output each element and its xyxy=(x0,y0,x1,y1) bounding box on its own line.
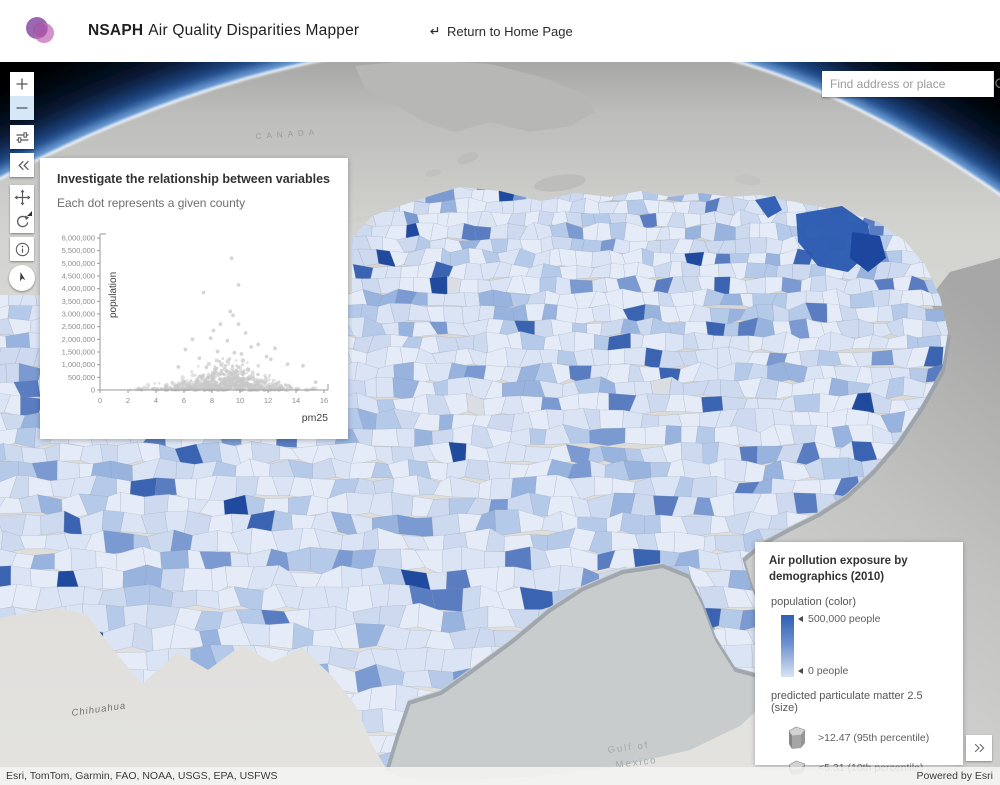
return-arrow-icon xyxy=(430,27,439,35)
svg-text:1,500,000: 1,500,000 xyxy=(62,348,95,357)
svg-text:4: 4 xyxy=(154,396,158,405)
collapse-group xyxy=(10,153,34,177)
info-group xyxy=(10,237,34,261)
return-home-link[interactable]: Return to Home Page xyxy=(428,0,573,62)
svg-text:500,000: 500,000 xyxy=(68,373,95,382)
scatter-panel-subtitle: Each dot represents a given county xyxy=(57,196,246,210)
ramp-marker-icon xyxy=(798,616,803,623)
coast-walls xyxy=(385,334,951,772)
scatter-points xyxy=(128,256,318,393)
svg-text:8: 8 xyxy=(210,396,214,405)
navigation-tools xyxy=(10,185,34,233)
svg-text:2,500,000: 2,500,000 xyxy=(62,322,95,331)
legend-title: Air pollution exposure by demographics (… xyxy=(769,555,908,583)
scatter-plot-panel: Investigate the relationship between var… xyxy=(40,158,348,439)
x-axis-label: pm25 xyxy=(302,412,328,424)
zoom-controls xyxy=(10,72,34,120)
brand-acronym: NSAPH xyxy=(88,22,144,39)
svg-text:10: 10 xyxy=(236,396,244,405)
svg-text:6: 6 xyxy=(182,396,186,405)
search-input[interactable] xyxy=(822,71,993,97)
svg-text:2: 2 xyxy=(126,396,130,405)
legend-color-ramp: 500,000 people 0 people xyxy=(769,613,949,679)
label-canada: CANADA xyxy=(256,128,320,141)
powered-by-esri: Powered by Esri xyxy=(916,770,993,782)
legend-size-item-high: >12.47 (95th percentile) xyxy=(785,724,949,752)
svg-text:4,500,000: 4,500,000 xyxy=(62,272,95,281)
color-ramp-bar xyxy=(781,615,794,678)
expand-legend-button[interactable] xyxy=(966,735,992,761)
tool-flyout-indicator xyxy=(27,211,32,216)
color-ramp-min: 0 people xyxy=(798,665,848,677)
horizon-line xyxy=(0,62,1000,197)
rotate-icon xyxy=(16,215,29,227)
legend-panel: Air pollution exposure by demographics (… xyxy=(755,542,963,776)
plus-icon xyxy=(16,78,28,90)
nsaph-logo xyxy=(26,17,54,43)
search-box xyxy=(822,71,1000,97)
svg-text:5,500,000: 5,500,000 xyxy=(62,246,95,255)
svg-text:0: 0 xyxy=(98,396,102,405)
rotate-button[interactable] xyxy=(10,209,34,233)
svg-text:3,500,000: 3,500,000 xyxy=(62,297,95,306)
return-home-label: Return to Home Page xyxy=(447,23,573,39)
sliders-icon xyxy=(16,131,28,143)
dark-county-clusters xyxy=(755,196,886,272)
layer-settings-group xyxy=(10,125,34,149)
legend-size-section-label: predicted particulate matter 2.5 (size) xyxy=(771,690,923,715)
pan-icon xyxy=(13,188,31,206)
compass-needle-icon xyxy=(19,271,26,282)
minus-icon xyxy=(16,107,28,109)
info-button[interactable] xyxy=(10,237,34,261)
color-ramp-min-label: 0 people xyxy=(808,665,849,678)
svg-text:12: 12 xyxy=(264,396,272,405)
svg-text:1,000,000: 1,000,000 xyxy=(62,360,95,369)
tall-prism-icon xyxy=(788,726,806,750)
ramp-marker-icon xyxy=(798,668,803,675)
svg-text:4,000,000: 4,000,000 xyxy=(62,284,95,293)
scatter-chart: 0 500,000 1,000,000 1,500,000 2,000,000 2,500… xyxy=(62,233,329,424)
attribution-bar: Esri, TomTom, Garmin, FAO, NOAA, USGS, E… xyxy=(0,767,1000,785)
zoom-in-button[interactable] xyxy=(10,72,34,96)
y-axis-label: population xyxy=(108,272,119,318)
gulf-of-mexico xyxy=(386,563,772,780)
map-attribution: Esri, TomTom, Garmin, FAO, NOAA, USGS, E… xyxy=(6,770,278,782)
info-icon xyxy=(15,242,29,256)
compass-button[interactable] xyxy=(9,265,35,291)
x-axis-ticks: 0 2 4 6 8 10 12 14 16 xyxy=(98,390,328,405)
app-header: NSAPH Air Quality Disparities Mapper Ret… xyxy=(0,0,1000,62)
svg-text:3,000,000: 3,000,000 xyxy=(62,310,95,319)
svg-text:6,000,000: 6,000,000 xyxy=(62,234,95,243)
svg-text:2,000,000: 2,000,000 xyxy=(62,335,95,344)
page-title: NSAPH Air Quality Disparities Mapper xyxy=(88,0,359,62)
double-chevron-left-icon xyxy=(17,160,29,170)
svg-text:14: 14 xyxy=(292,396,300,405)
search-button[interactable] xyxy=(993,71,1000,97)
pan-button[interactable] xyxy=(10,185,34,209)
collapse-panel-button[interactable] xyxy=(10,153,34,177)
size-item-high-label: >12.47 (95th percentile) xyxy=(818,732,930,745)
svg-text:5,000,000: 5,000,000 xyxy=(62,259,95,268)
svg-text:0: 0 xyxy=(91,386,95,395)
scatter-panel-title: Investigate the relationship between var… xyxy=(57,172,331,186)
zoom-out-button[interactable] xyxy=(10,96,34,120)
double-chevron-right-icon xyxy=(974,743,985,753)
color-ramp-max-label: 500,000 people xyxy=(808,613,881,626)
layer-settings-button[interactable] xyxy=(10,125,34,149)
svg-text:16: 16 xyxy=(320,396,328,405)
legend-color-section-label: population (color) xyxy=(771,596,856,609)
label-gulf-1: Gulf of xyxy=(607,740,650,756)
search-icon xyxy=(995,77,1000,88)
brand-subtitle: Air Quality Disparities Mapper xyxy=(148,22,360,39)
y-axis-ticks: 0 500,000 1,000,000 1,500,000 2,000,000 2,500… xyxy=(62,234,100,395)
label-gulf-2: Mexico xyxy=(615,755,658,771)
color-ramp-max: 500,000 people xyxy=(798,613,880,625)
